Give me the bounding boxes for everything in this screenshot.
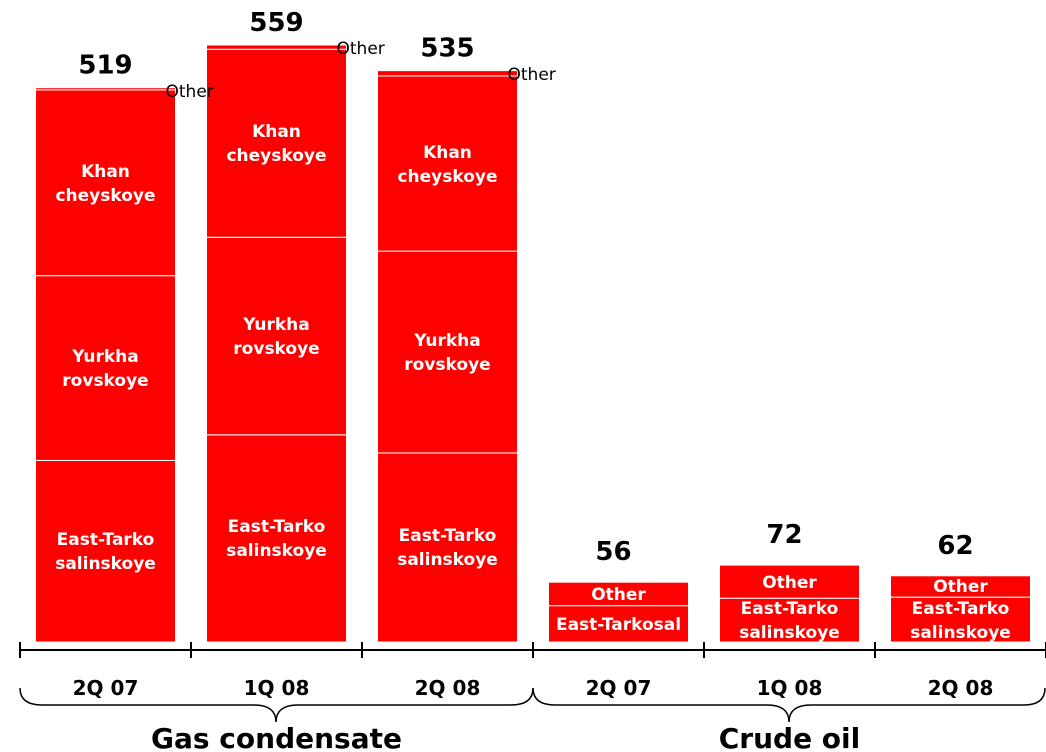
bar-segment — [206, 236, 347, 436]
segment-label: Other — [933, 577, 988, 598]
group-label: Gas condensate — [151, 722, 402, 752]
total-label: 559 — [249, 8, 303, 38]
segment-label: Other — [762, 572, 817, 593]
x-tick-label: 1Q 08 — [244, 676, 310, 700]
segment-label: Khan cheyskoye — [226, 122, 327, 167]
segment-label: Other — [165, 81, 214, 102]
segment-label: Other — [591, 584, 646, 605]
segment-label: East-Tarko salinskoye — [397, 526, 498, 571]
bar-segment — [206, 48, 347, 238]
segment-label: East-Tarko salinskoye — [226, 517, 327, 562]
segment-label: Khan cheyskoye — [397, 142, 498, 187]
group-brace — [19, 687, 534, 723]
bar-segment — [377, 250, 518, 454]
segment-label: Khan cheyskoye — [55, 161, 156, 206]
total-label: 519 — [78, 51, 132, 81]
segment-label: Yurkha rovskoye — [404, 331, 491, 376]
segment-label: Yurkha rovskoye — [233, 315, 320, 360]
bar-segment — [890, 596, 1031, 643]
segment-label: Yurkha rovskoye — [62, 347, 149, 392]
group-brace — [532, 687, 1046, 723]
bar-segment — [377, 75, 518, 252]
x-tick-label: 2Q 07 — [586, 676, 652, 700]
bar-segment — [548, 581, 689, 607]
bar-segment — [548, 605, 689, 643]
bar-segment — [377, 70, 518, 77]
x-tick-label: 1Q 08 — [757, 676, 823, 700]
bar-segment — [35, 87, 176, 91]
segment-label: East-Tarko salinskoye — [739, 599, 840, 644]
x-tick-label: 2Q 07 — [73, 676, 139, 700]
bar-segment — [719, 597, 860, 643]
bar-segment — [35, 275, 176, 461]
bar-segment — [377, 452, 518, 643]
bar-segment — [206, 44, 347, 50]
total-label: 535 — [420, 34, 474, 64]
x-tick-label: 2Q 08 — [415, 676, 481, 700]
group-label: Crude oil — [719, 722, 861, 752]
segment-label: Other — [507, 64, 556, 85]
x-tick-label: 2Q 08 — [928, 676, 994, 700]
bar-segment — [890, 575, 1031, 598]
segment-label: Other — [336, 38, 385, 59]
segment-label: East-Tarko salinskoye — [55, 530, 156, 575]
total-label: 62 — [937, 531, 973, 561]
segment-label: East-Tarko salinskoye — [910, 598, 1011, 643]
segment-label: East-Tarkosal — [555, 614, 682, 635]
total-label: 72 — [766, 520, 802, 550]
bar-segment — [35, 459, 176, 643]
total-label: 56 — [595, 537, 631, 567]
bar-segment — [719, 564, 860, 599]
